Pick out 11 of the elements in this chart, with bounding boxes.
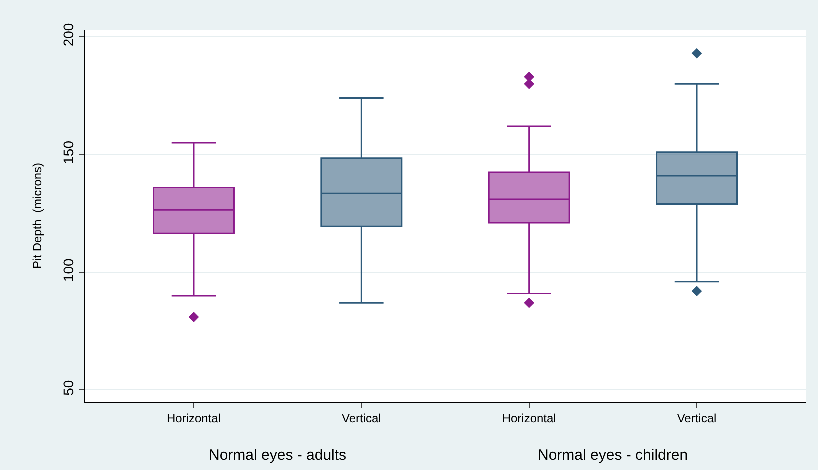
- text: Normal eyes - adults: [209, 447, 347, 464]
- text: Normal eyes - children: [538, 447, 688, 464]
- x-tick-label: Vertical: [677, 411, 717, 426]
- x-tick-label: Horizontal: [166, 411, 222, 426]
- y-tick-label: 100: [60, 258, 76, 282]
- y-tick-label: 200: [60, 23, 76, 47]
- y-tick-label: 150: [60, 140, 76, 164]
- x-tick-label: Horizontal: [502, 411, 556, 426]
- x-tick-label: Vertical: [342, 411, 382, 426]
- y-tick-label: 50: [60, 380, 76, 396]
- y-axis-title: Pit Depth (microns): [30, 162, 45, 270]
